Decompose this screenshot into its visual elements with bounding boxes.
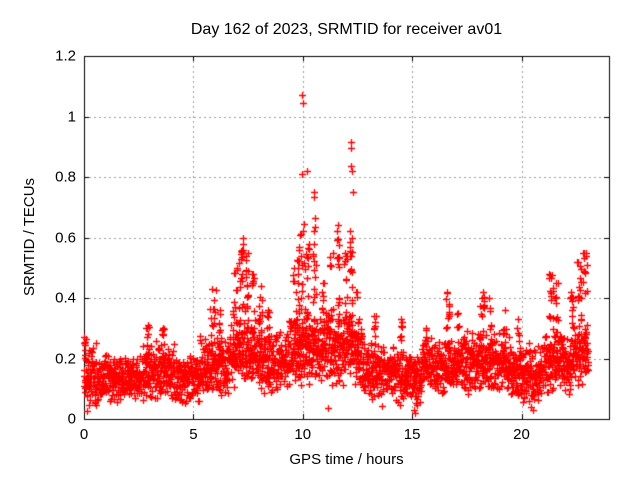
x-tick-label: 20 bbox=[513, 426, 530, 443]
y-tick-label: 0 bbox=[67, 410, 76, 428]
y-tick-label: 0.4 bbox=[55, 289, 76, 307]
y-tick-label: 0.8 bbox=[55, 168, 76, 186]
x-axis-label: GPS time / hours bbox=[289, 451, 404, 468]
y-tick-label: 1 bbox=[67, 108, 76, 125]
y-tick-label: 0.2 bbox=[55, 350, 76, 367]
x-tick-label: 10 bbox=[294, 426, 312, 443]
x-tick-label: 0 bbox=[79, 426, 89, 443]
x-tick-label: 15 bbox=[403, 426, 421, 443]
x-tick-label: 5 bbox=[189, 426, 198, 443]
y-tick-label: 1.2 bbox=[55, 47, 76, 65]
y-tick-label: 0.6 bbox=[55, 229, 76, 246]
chart-title: Day 162 of 2023, SRMTID for receiver av0… bbox=[190, 21, 503, 38]
